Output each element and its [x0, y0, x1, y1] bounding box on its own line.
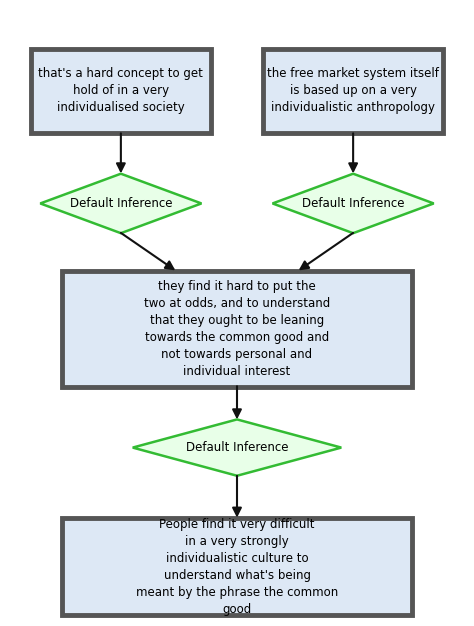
Polygon shape — [133, 419, 341, 476]
Text: People find it very difficult
in a very strongly
individualistic culture to
unde: People find it very difficult in a very … — [136, 518, 338, 615]
Text: Default Inference: Default Inference — [302, 197, 404, 210]
Text: that's a hard concept to get
hold of in a very
individualised society: that's a hard concept to get hold of in … — [38, 67, 203, 115]
FancyBboxPatch shape — [62, 271, 412, 387]
FancyBboxPatch shape — [31, 49, 211, 133]
Text: the free market system itself
is based up on a very
individualistic anthropology: the free market system itself is based u… — [267, 67, 439, 115]
Polygon shape — [273, 173, 434, 233]
Text: Default Inference: Default Inference — [186, 441, 288, 454]
Polygon shape — [40, 173, 201, 233]
FancyBboxPatch shape — [62, 518, 412, 615]
Text: Default Inference: Default Inference — [70, 197, 172, 210]
Text: they find it hard to put the
two at odds, and to understand
that they ought to b: they find it hard to put the two at odds… — [144, 280, 330, 377]
FancyBboxPatch shape — [263, 49, 443, 133]
